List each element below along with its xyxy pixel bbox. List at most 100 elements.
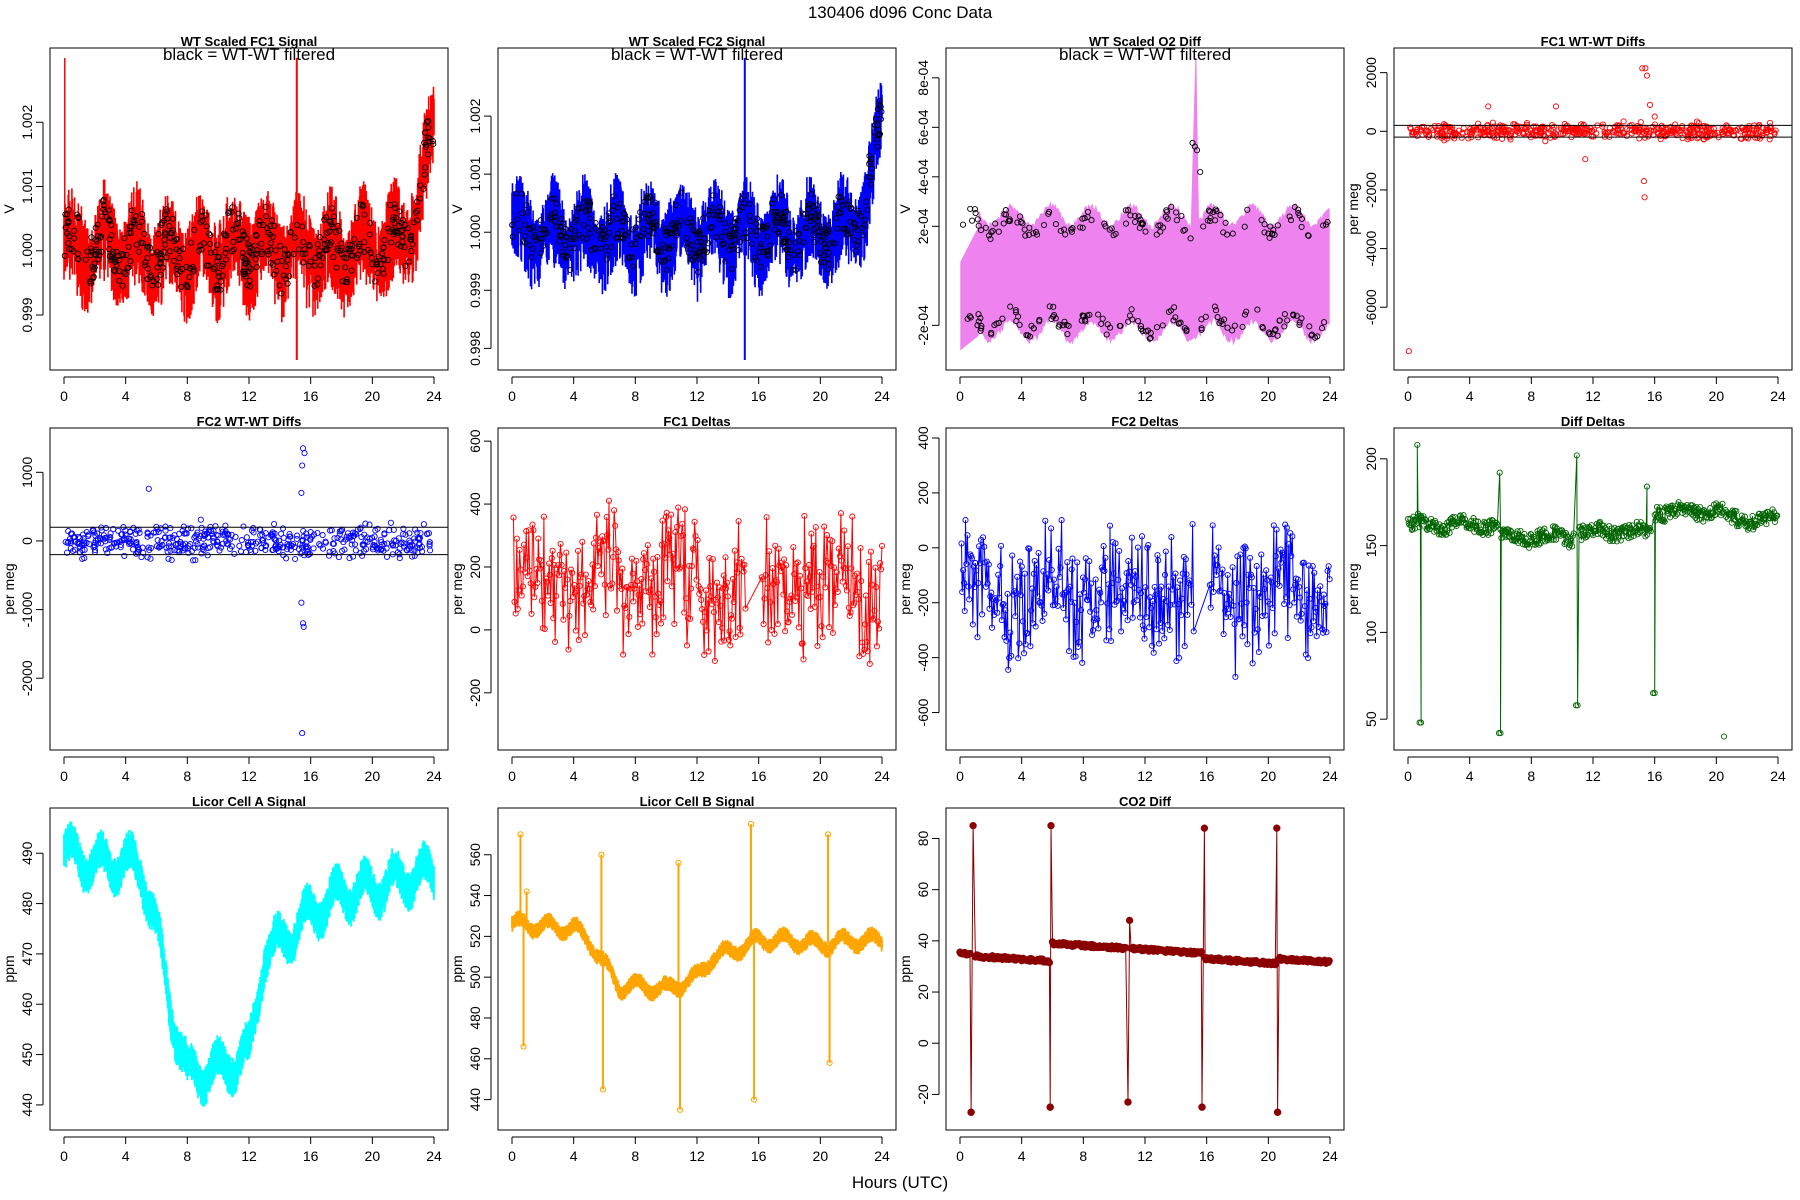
diff-point (1417, 126, 1424, 133)
filtered-point (543, 229, 550, 236)
diff-point (100, 536, 107, 543)
delta-point (1260, 571, 1267, 578)
y-tick-label: 460 (467, 1047, 483, 1071)
diff-point (202, 528, 209, 535)
filtered-point (1006, 216, 1013, 223)
filtered-point (322, 246, 329, 254)
delta-point (958, 540, 965, 547)
diff-point (148, 544, 155, 552)
x-tick-label: 24 (1322, 768, 1338, 784)
delta-point (1043, 585, 1050, 592)
filtered-point (812, 224, 819, 231)
y-tick-label: 460 (19, 992, 35, 1016)
delta-point (1125, 558, 1132, 565)
delta-point (1039, 617, 1046, 624)
y-tick-label: -400 (915, 643, 931, 671)
dip-point (1650, 690, 1657, 697)
filtered-point (1078, 317, 1085, 324)
filtered-point (124, 265, 131, 272)
diff-point (361, 541, 368, 548)
filtered-point (1198, 325, 1205, 332)
diff-point (177, 543, 184, 550)
filtered-point (120, 252, 127, 259)
delta-point (846, 612, 853, 619)
filtered-point (877, 116, 884, 123)
delta-point (1278, 559, 1285, 566)
filtered-point (205, 230, 212, 237)
filtered-point (235, 210, 242, 217)
diff-point (76, 535, 83, 542)
filtered-point (1229, 230, 1236, 237)
diff-point (387, 519, 394, 526)
x-tick-label: 12 (689, 1148, 705, 1164)
delta-point (800, 656, 807, 663)
filtered-point (1175, 320, 1183, 327)
delta-point (1084, 597, 1091, 604)
series-point (1273, 824, 1281, 832)
filtered-point (774, 208, 781, 216)
filtered-point (854, 210, 861, 217)
diff-point (144, 533, 151, 540)
series-point (1416, 524, 1423, 531)
diff-point (167, 525, 174, 532)
series-point (1579, 522, 1587, 529)
filtered-point (509, 233, 516, 240)
filtered-point (1212, 307, 1220, 314)
filtered-point (604, 251, 611, 258)
diff-point (331, 535, 338, 542)
delta-point (580, 600, 587, 607)
delta-point (626, 613, 633, 620)
delta-point (1187, 581, 1194, 589)
delta-point (1234, 553, 1241, 560)
filtered-point (256, 218, 263, 225)
delta-point (1017, 592, 1024, 599)
filtered-point (700, 247, 707, 254)
delta-point (675, 504, 682, 511)
spike-point (750, 1096, 758, 1103)
filtered-point (343, 246, 350, 253)
diff-point (67, 530, 75, 537)
delta-point (1048, 566, 1055, 574)
filtered-point (562, 241, 569, 249)
filtered-point (742, 229, 749, 236)
delta-point (644, 542, 651, 549)
delta-point (660, 614, 667, 621)
filtered-point (219, 261, 226, 268)
diff-point (254, 538, 261, 545)
filtered-point (818, 223, 825, 230)
y-tick-label: -2000 (1363, 172, 1379, 208)
delta-point (809, 588, 816, 595)
delta-point (732, 633, 739, 641)
diff-point (272, 537, 280, 544)
filtered-point (168, 230, 175, 237)
filtered-point (759, 223, 766, 230)
diff-point (140, 549, 147, 556)
filtered-point (215, 269, 222, 276)
panel-title: FC1 Deltas (663, 414, 730, 429)
filtered-point (346, 248, 353, 255)
y-tick-label: -20 (915, 1084, 931, 1104)
diff-point (174, 547, 181, 554)
filtered-point (606, 229, 613, 236)
delta-point (562, 584, 569, 591)
delta-point (995, 571, 1002, 578)
filtered-point (103, 213, 110, 220)
delta-point (520, 541, 528, 548)
filtered-point (974, 322, 981, 329)
series-point (1627, 534, 1634, 541)
panel-annotation: black = WT-WT filtered (611, 45, 783, 64)
delta-point (620, 651, 627, 658)
diff-point (200, 547, 207, 554)
series-point (1529, 541, 1536, 548)
x-tick-label: 8 (631, 388, 639, 404)
delta-point (1073, 618, 1080, 626)
series-point (1125, 916, 1134, 925)
filtered-point (782, 244, 789, 251)
diff-point (1563, 123, 1570, 130)
diff-point (357, 549, 364, 557)
delta-point (835, 545, 842, 552)
filtered-point (663, 232, 670, 239)
filtered-point (867, 181, 875, 188)
filtered-point (307, 258, 314, 265)
filtered-point (764, 233, 771, 240)
